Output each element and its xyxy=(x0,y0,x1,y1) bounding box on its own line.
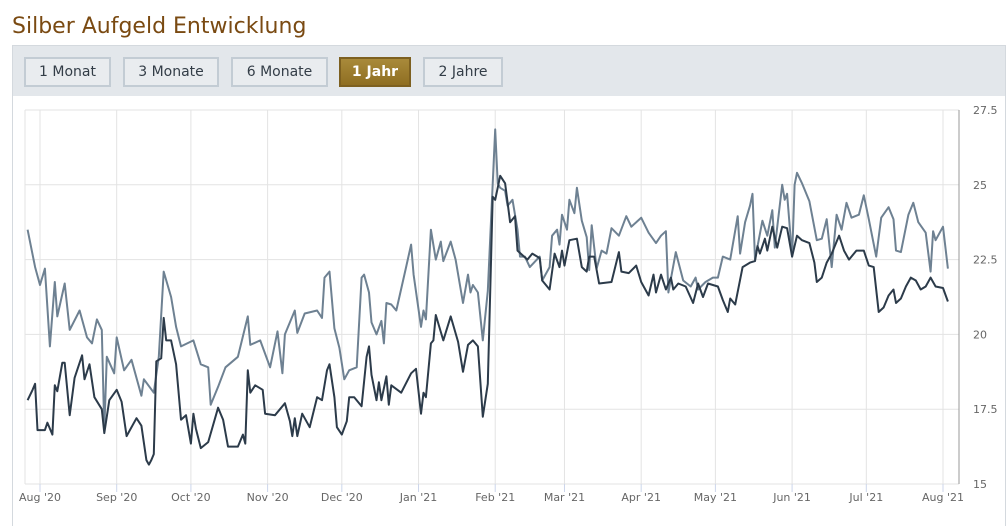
range-button-1-jahr[interactable]: 1 Jahr xyxy=(339,57,411,87)
x-tick-label: Apr '21 xyxy=(621,491,661,504)
range-button-6-monate[interactable]: 6 Monate xyxy=(231,57,328,87)
x-tick-label: Aug '20 xyxy=(19,491,61,504)
chart-panel: 1 Monat 3 Monate 6 Monate 1 Jahr 2 Jahre xyxy=(12,45,1006,526)
x-tick-label: Jan '21 xyxy=(399,491,437,504)
x-tick-label: Oct '20 xyxy=(171,491,211,504)
range-toolbar: 1 Monat 3 Monate 6 Monate 1 Jahr 2 Jahre xyxy=(13,46,1005,96)
x-tick-label: Nov '20 xyxy=(247,491,289,504)
series-line-dark xyxy=(26,174,949,466)
y-tick-label: 20 xyxy=(973,328,987,341)
x-tick-label: Sep '20 xyxy=(96,491,137,504)
y-tick-label: 15 xyxy=(973,478,987,491)
x-tick-label: Feb '21 xyxy=(475,491,515,504)
x-tick-label: Jun '21 xyxy=(772,491,811,504)
page-title: Silber Aufgeld Entwicklung xyxy=(12,14,307,39)
x-tick-label: May '21 xyxy=(694,491,737,504)
y-tick-label: 27.5 xyxy=(973,104,998,117)
range-button-3-monate[interactable]: 3 Monate xyxy=(123,57,219,87)
y-tick-label: 17.5 xyxy=(973,403,998,416)
y-tick-label: 22.5 xyxy=(973,254,998,267)
y-tick-label: 25 xyxy=(973,179,987,192)
range-button-1-monat[interactable]: 1 Monat xyxy=(24,57,111,87)
x-tick-label: Mar '21 xyxy=(544,491,585,504)
x-tick-label: Jul '21 xyxy=(848,491,883,504)
range-button-2-jahre[interactable]: 2 Jahre xyxy=(423,57,503,87)
x-tick-label: Aug '21 xyxy=(922,491,964,504)
x-tick-label: Dec '20 xyxy=(321,491,363,504)
